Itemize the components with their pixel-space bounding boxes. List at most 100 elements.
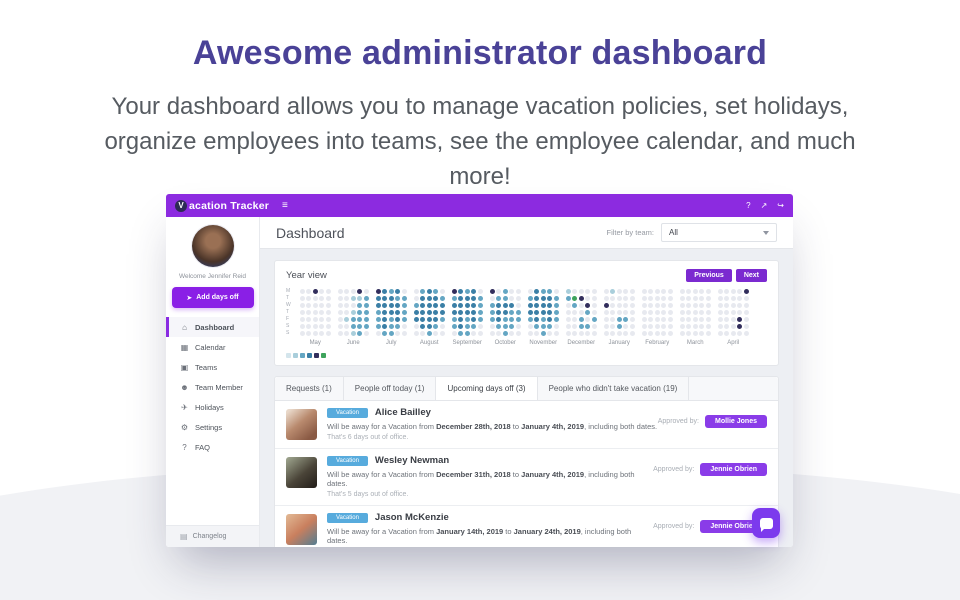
- sidebar-item-holidays[interactable]: ✈ Holidays: [166, 397, 259, 417]
- day-dot: [540, 331, 546, 336]
- sidebar-item-teams[interactable]: ▣ Teams: [166, 357, 259, 377]
- day-dot: [464, 289, 470, 294]
- day-dot: [565, 317, 571, 322]
- day-dot: [451, 317, 457, 322]
- day-dot: [420, 289, 426, 294]
- day-dot: [350, 331, 356, 336]
- day-dot: [667, 310, 673, 315]
- day-dot: [629, 324, 635, 329]
- month-label: June: [346, 340, 360, 346]
- day-dot: [679, 324, 685, 329]
- day-dot: [413, 303, 419, 308]
- day-label: F: [286, 316, 290, 322]
- person-name: Alice Bailley: [374, 407, 431, 418]
- send-plane-icon: ➤: [186, 294, 193, 302]
- help-icon[interactable]: ?: [746, 201, 751, 210]
- tab-requests[interactable]: Requests (1): [275, 377, 344, 400]
- day-dot: [515, 310, 521, 315]
- tab-no-vacation[interactable]: People who didn't take vacation (19): [538, 377, 690, 400]
- day-label: S: [286, 330, 290, 336]
- day-dot: [623, 331, 629, 336]
- plane-icon: ✈: [181, 402, 188, 412]
- day-dot: [299, 331, 305, 336]
- day-dot: [724, 331, 730, 336]
- day-dot: [699, 317, 705, 322]
- day-dot: [439, 289, 445, 294]
- sidebar-item-settings[interactable]: ⚙ Settings: [166, 417, 259, 437]
- day-dot: [363, 303, 369, 308]
- day-dot: [737, 331, 743, 336]
- day-dot: [737, 303, 743, 308]
- day-dot: [382, 289, 388, 294]
- tab-people-off-today[interactable]: People off today (1): [344, 377, 437, 400]
- tab-upcoming-days-off[interactable]: Upcoming days off (3): [436, 377, 538, 400]
- day-label: W: [286, 302, 291, 308]
- vacation-tracker-logo[interactable]: V acation Tracker: [175, 199, 269, 212]
- day-dot: [661, 303, 667, 308]
- day-dot: [692, 289, 698, 294]
- day-dot: [471, 303, 477, 308]
- sidebar-item-team-member[interactable]: ☻ Team Member: [166, 377, 259, 397]
- days-out-text: That's 5 days out of office.: [327, 491, 409, 498]
- month-label: March: [686, 340, 704, 346]
- day-dot: [553, 303, 559, 308]
- day-dot: [737, 324, 743, 329]
- day-dot: [420, 317, 426, 322]
- dashboard-title: Dashboard: [276, 224, 345, 241]
- previous-button[interactable]: Previous: [686, 269, 732, 282]
- chat-launcher-button[interactable]: [752, 508, 780, 538]
- requests-card: Requests (1) People off today (1) Upcomi…: [274, 376, 779, 547]
- day-dot: [565, 310, 571, 315]
- vacation-badge: Vacation: [327, 455, 368, 466]
- day-dot: [692, 317, 698, 322]
- day-dot: [572, 331, 578, 336]
- day-dot: [451, 296, 457, 301]
- day-dot: [337, 310, 343, 315]
- sidebar-item-changelog[interactable]: ▤ Changelog: [166, 525, 259, 547]
- day-dot: [337, 317, 343, 322]
- sidebar-item-dashboard[interactable]: ⌂ Dashboard: [166, 317, 259, 337]
- expand-icon[interactable]: ↗: [760, 201, 768, 210]
- day-dot: [382, 317, 388, 322]
- day-dot: [578, 324, 584, 329]
- day-dot: [737, 289, 743, 294]
- sidebar-item-faq[interactable]: ? FAQ: [166, 437, 259, 457]
- day-dot: [357, 324, 363, 329]
- day-dot: [717, 303, 723, 308]
- day-dot: [312, 289, 318, 294]
- day-dot: [654, 303, 660, 308]
- day-dot: [401, 310, 407, 315]
- vacation-badge: Vacation: [327, 407, 368, 418]
- day-dot: [603, 324, 609, 329]
- sidebar-item-calendar[interactable]: ▦ Calendar: [166, 337, 259, 357]
- approver-badge[interactable]: Mollie Jones: [704, 415, 767, 428]
- legend-swatch: [286, 353, 291, 358]
- team-filter-select[interactable]: All: [661, 223, 777, 242]
- chevron-down-icon: [763, 230, 769, 235]
- day-dot: [553, 317, 559, 322]
- day-dot: [363, 296, 369, 301]
- day-dot: [585, 331, 591, 336]
- approver-badge[interactable]: Jennie Obrien: [700, 520, 767, 533]
- day-dot: [401, 324, 407, 329]
- day-dot: [641, 331, 647, 336]
- month-column: June: [337, 289, 369, 346]
- logout-icon[interactable]: ↪: [777, 201, 784, 210]
- day-dot: [319, 331, 325, 336]
- day-dot: [743, 324, 749, 329]
- day-dot: [509, 310, 515, 315]
- day-dot: [388, 303, 394, 308]
- day-dot: [686, 317, 692, 322]
- day-dot: [413, 317, 419, 322]
- tab-bar: Requests (1) People off today (1) Upcomi…: [275, 377, 778, 401]
- day-dot: [648, 289, 654, 294]
- day-dot: [705, 303, 711, 308]
- approver-badge[interactable]: Jennie Obrien: [700, 463, 767, 476]
- next-button[interactable]: Next: [735, 269, 767, 282]
- day-dot: [477, 289, 483, 294]
- day-dot: [699, 324, 705, 329]
- hamburger-menu-icon[interactable]: ≡: [282, 200, 288, 211]
- day-dot: [603, 289, 609, 294]
- add-days-off-button[interactable]: ➤ Add days off: [171, 287, 254, 308]
- day-dot: [648, 310, 654, 315]
